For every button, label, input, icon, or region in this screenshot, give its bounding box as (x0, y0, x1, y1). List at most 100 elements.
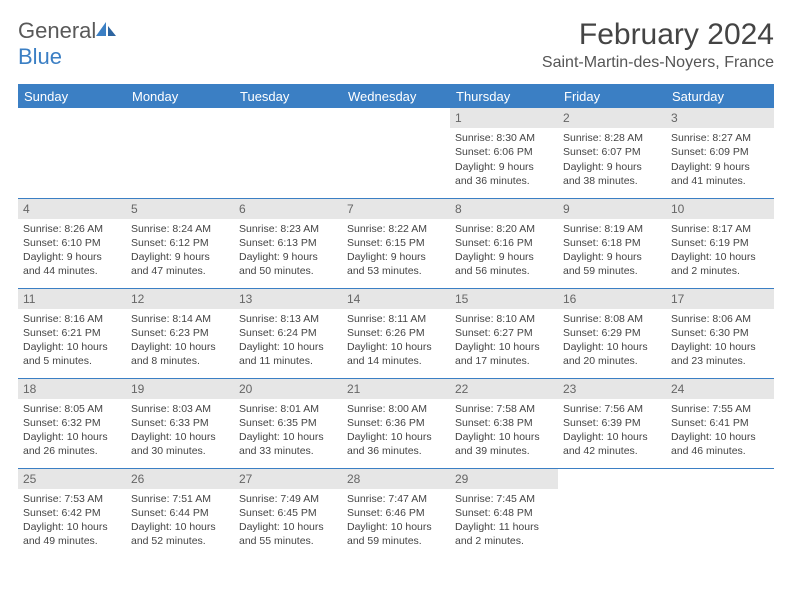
sunrise-text: Sunrise: 8:13 AM (239, 312, 337, 326)
sunrise-text: Sunrise: 8:24 AM (131, 222, 229, 236)
daylight-text: and 44 minutes. (23, 264, 121, 278)
daylight-text: and 56 minutes. (455, 264, 553, 278)
daylight-text: and 46 minutes. (671, 444, 769, 458)
page-title: February 2024 (542, 18, 774, 52)
sunrise-text: Sunrise: 7:45 AM (455, 492, 553, 506)
daylight-text: and 2 minutes. (671, 264, 769, 278)
day-number: 28 (342, 469, 450, 489)
day-number: 10 (666, 199, 774, 219)
calendar-cell: 5 Sunrise: 8:24 AMSunset: 6:12 PMDaylight… (126, 198, 234, 288)
weekday-header: Friday (558, 84, 666, 108)
calendar-cell: 25Sunrise: 7:53 AMSunset: 6:42 PMDayligh… (18, 468, 126, 558)
daylight-text: Daylight: 10 hours (131, 340, 229, 354)
daylight-text: Daylight: 10 hours (563, 430, 661, 444)
sunset-text: Sunset: 6:36 PM (347, 416, 445, 430)
calendar-body: 1Sunrise: 8:30 AMSunset: 6:06 PMDaylight… (18, 108, 774, 558)
calendar-cell: 12Sunrise: 8:14 AMSunset: 6:23 PMDayligh… (126, 288, 234, 378)
day-number: 26 (126, 469, 234, 489)
sunset-text: Sunset: 6:13 PM (239, 236, 337, 250)
calendar-cell: 20Sunrise: 8:01 AMSunset: 6:35 PMDayligh… (234, 378, 342, 468)
calendar-cell: 8Sunrise: 8:20 AMSunset: 6:16 PMDaylight… (450, 198, 558, 288)
sunrise-text: Sunrise: 8:26 AM (23, 222, 121, 236)
daylight-text: and 41 minutes. (671, 174, 769, 188)
sunrise-text: Sunrise: 8:16 AM (23, 312, 121, 326)
day-number: 4 (18, 199, 126, 219)
day-number: 29 (450, 469, 558, 489)
daylight-text: Daylight: 11 hours (455, 520, 553, 534)
daylight-text: Daylight: 9 hours (131, 250, 229, 264)
daylight-text: and 17 minutes. (455, 354, 553, 368)
sunrise-text: Sunrise: 7:55 AM (671, 402, 769, 416)
calendar-cell: 10Sunrise: 8:17 AMSunset: 6:19 PMDayligh… (666, 198, 774, 288)
day-number: 18 (18, 379, 126, 399)
sunset-text: Sunset: 6:42 PM (23, 506, 121, 520)
daylight-text: Daylight: 9 hours (671, 160, 769, 174)
daylight-text: and 53 minutes. (347, 264, 445, 278)
sunset-text: Sunset: 6:12 PM (131, 236, 229, 250)
logo: General Blue (18, 18, 118, 70)
daylight-text: and 47 minutes. (131, 264, 229, 278)
daylight-text: and 59 minutes. (347, 534, 445, 548)
calendar-cell: 17Sunrise: 8:06 AMSunset: 6:30 PMDayligh… (666, 288, 774, 378)
daylight-text: Daylight: 10 hours (563, 340, 661, 354)
daylight-text: and 59 minutes. (563, 264, 661, 278)
day-number: 17 (666, 289, 774, 309)
sunset-text: Sunset: 6:35 PM (239, 416, 337, 430)
sunset-text: Sunset: 6:26 PM (347, 326, 445, 340)
calendar-cell: 29 Sunrise: 7:45 AMSunset: 6:48 PMDayligh… (450, 468, 558, 558)
calendar-cell: 1Sunrise: 8:30 AMSunset: 6:06 PMDaylight… (450, 108, 558, 198)
daylight-text: and 30 minutes. (131, 444, 229, 458)
daylight-text: and 26 minutes. (23, 444, 121, 458)
calendar-row: 4Sunrise: 8:26 AMSunset: 6:10 PMDaylight… (18, 198, 774, 288)
daylight-text: and 14 minutes. (347, 354, 445, 368)
calendar-cell: 4Sunrise: 8:26 AMSunset: 6:10 PMDaylight… (18, 198, 126, 288)
daylight-text: Daylight: 9 hours (563, 160, 661, 174)
daylight-text: Daylight: 9 hours (455, 160, 553, 174)
daylight-text: and 55 minutes. (239, 534, 337, 548)
sunrise-text: Sunrise: 8:27 AM (671, 131, 769, 145)
sunrise-text: Sunrise: 8:14 AM (131, 312, 229, 326)
sunrise-text: Sunrise: 7:47 AM (347, 492, 445, 506)
daylight-text: and 36 minutes. (347, 444, 445, 458)
logo-word2: Blue (18, 44, 118, 70)
weekday-header: Monday (126, 84, 234, 108)
daylight-text: and 39 minutes. (455, 444, 553, 458)
calendar-cell (126, 108, 234, 198)
sunrise-text: Sunrise: 8:01 AM (239, 402, 337, 416)
calendar-cell: 9Sunrise: 8:19 AMSunset: 6:18 PMDaylight… (558, 198, 666, 288)
daylight-text: Daylight: 9 hours (239, 250, 337, 264)
sunset-text: Sunset: 6:30 PM (671, 326, 769, 340)
sunrise-text: Sunrise: 7:56 AM (563, 402, 661, 416)
calendar-cell (666, 468, 774, 558)
sunset-text: Sunset: 6:19 PM (671, 236, 769, 250)
day-number: 22 (450, 379, 558, 399)
sunrise-text: Sunrise: 8:06 AM (671, 312, 769, 326)
sunset-text: Sunset: 6:48 PM (455, 506, 553, 520)
daylight-text: Daylight: 9 hours (347, 250, 445, 264)
sunset-text: Sunset: 6:18 PM (563, 236, 661, 250)
sunset-text: Sunset: 6:45 PM (239, 506, 337, 520)
calendar-cell: 21Sunrise: 8:00 AMSunset: 6:36 PMDayligh… (342, 378, 450, 468)
sunset-text: Sunset: 6:32 PM (23, 416, 121, 430)
daylight-text: Daylight: 10 hours (455, 340, 553, 354)
calendar-header-row: SundayMondayTuesdayWednesdayThursdayFrid… (18, 84, 774, 108)
calendar-cell: 24Sunrise: 7:55 AMSunset: 6:41 PMDayligh… (666, 378, 774, 468)
calendar-cell (342, 108, 450, 198)
day-number: 27 (234, 469, 342, 489)
daylight-text: Daylight: 10 hours (455, 430, 553, 444)
sunrise-text: Sunrise: 7:53 AM (23, 492, 121, 506)
daylight-text: and 11 minutes. (239, 354, 337, 368)
daylight-text: and 52 minutes. (131, 534, 229, 548)
calendar-cell: 14Sunrise: 8:11 AMSunset: 6:26 PMDayligh… (342, 288, 450, 378)
sunrise-text: Sunrise: 7:51 AM (131, 492, 229, 506)
sunset-text: Sunset: 6:33 PM (131, 416, 229, 430)
daylight-text: and 5 minutes. (23, 354, 121, 368)
sunset-text: Sunset: 6:38 PM (455, 416, 553, 430)
daylight-text: Daylight: 10 hours (671, 250, 769, 264)
calendar-cell: 15Sunrise: 8:10 AMSunset: 6:27 PMDayligh… (450, 288, 558, 378)
sunset-text: Sunset: 6:23 PM (131, 326, 229, 340)
sunset-text: Sunset: 6:09 PM (671, 145, 769, 159)
daylight-text: and 33 minutes. (239, 444, 337, 458)
sunset-text: Sunset: 6:07 PM (563, 145, 661, 159)
day-number: 5 (126, 199, 234, 219)
